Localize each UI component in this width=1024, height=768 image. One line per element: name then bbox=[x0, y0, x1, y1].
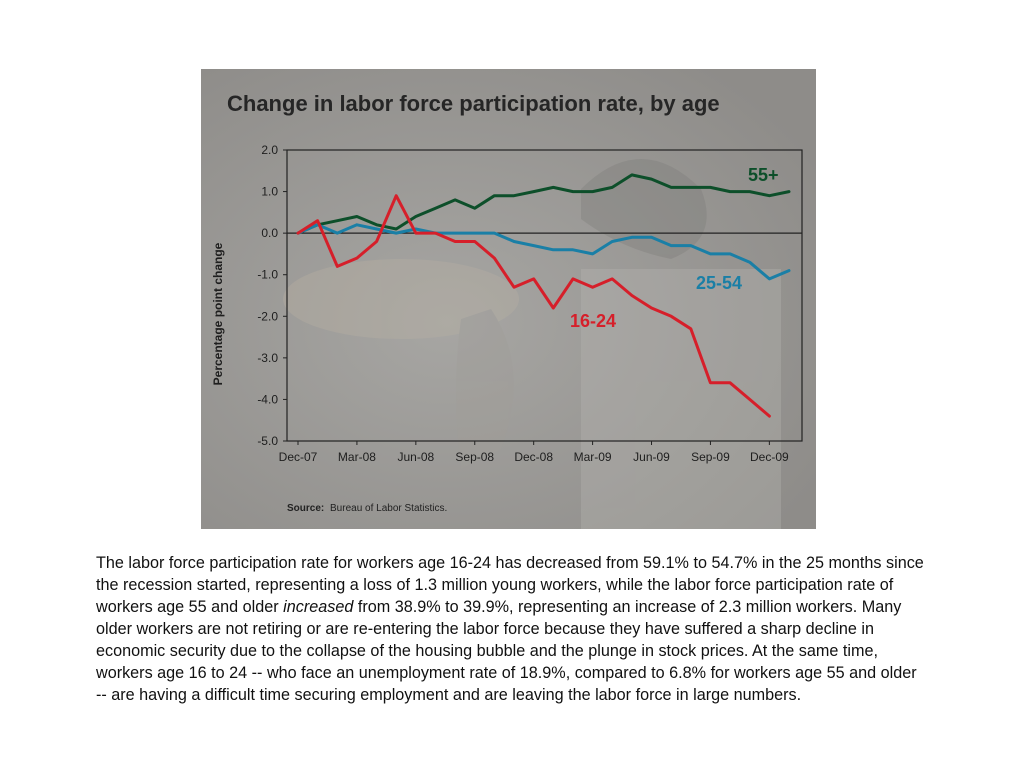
pizza-shape bbox=[283, 259, 519, 339]
caption-text-2: from 38.9% to 39.9%, representing an inc… bbox=[96, 598, 917, 704]
caption-text-1: The labor force participation rate for w… bbox=[96, 554, 924, 616]
background-photo bbox=[283, 159, 781, 529]
labels-layer: 55+ 25-54 16-24 bbox=[570, 165, 779, 331]
y-tick-label: 0.0 bbox=[261, 226, 278, 240]
series-line-25-54 bbox=[296, 223, 791, 281]
x-tick-label: Mar-08 bbox=[338, 450, 376, 464]
photo-background bbox=[201, 69, 816, 529]
chart-svg: Change in labor force participation rate… bbox=[201, 69, 816, 529]
x-tick-label: Sep-09 bbox=[691, 450, 730, 464]
x-tick-label: Sep-08 bbox=[455, 450, 494, 464]
y-tick-label: -2.0 bbox=[257, 309, 278, 323]
series-line-16-24 bbox=[296, 194, 771, 418]
chart-figure: Change in labor force participation rate… bbox=[201, 69, 816, 529]
series-label-16-24: 16-24 bbox=[570, 311, 616, 331]
plot-frame bbox=[286, 149, 803, 442]
x-tick-label: Mar-09 bbox=[574, 450, 612, 464]
y-axis-label: Percentage point change bbox=[211, 242, 225, 385]
series-layer bbox=[296, 173, 791, 418]
y-tick-label: 1.0 bbox=[261, 185, 278, 199]
y-tick-label: -4.0 bbox=[257, 392, 278, 406]
y-tick-label: -1.0 bbox=[257, 268, 278, 282]
y-tick-label: 2.0 bbox=[261, 143, 278, 157]
series-label-25-54: 25-54 bbox=[696, 273, 742, 293]
caption-paragraph: The labor force participation rate for w… bbox=[96, 552, 926, 706]
source-text: Bureau of Labor Statistics. bbox=[330, 503, 447, 514]
head-shape bbox=[581, 159, 707, 259]
x-tick-label: Dec-07 bbox=[279, 450, 318, 464]
x-tick-label: Dec-09 bbox=[750, 450, 789, 464]
x-tick-label: Jun-08 bbox=[397, 450, 434, 464]
series-label-55+: 55+ bbox=[748, 165, 779, 185]
arm-shape bbox=[456, 309, 514, 469]
y-tick-label: -5.0 bbox=[257, 434, 278, 448]
x-tick-label: Dec-08 bbox=[514, 450, 553, 464]
source-note: Source: Bureau of Labor Statistics. bbox=[287, 503, 447, 514]
chart-title: Change in labor force participation rate… bbox=[227, 91, 720, 116]
caption-emphasis: increased bbox=[283, 598, 354, 616]
series-line-55+ bbox=[296, 173, 791, 235]
y-tick-label: -3.0 bbox=[257, 351, 278, 365]
x-tick-label: Jun-09 bbox=[633, 450, 670, 464]
source-label: Source: bbox=[287, 503, 324, 514]
